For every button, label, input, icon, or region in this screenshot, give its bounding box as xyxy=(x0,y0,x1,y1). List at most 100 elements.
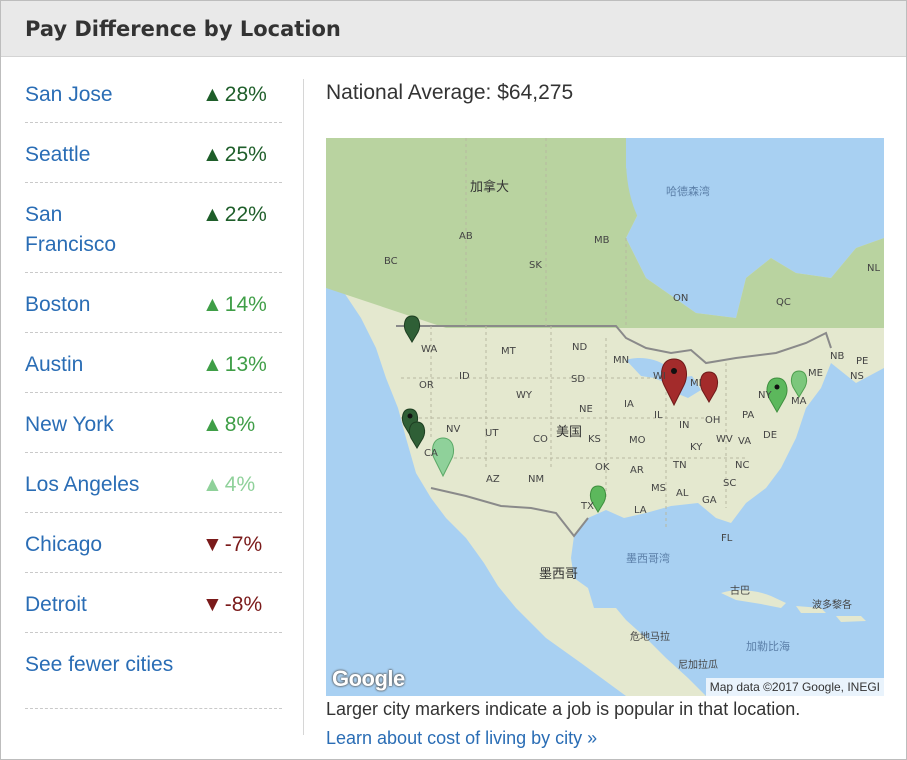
list-item: New York ▲8% xyxy=(25,393,282,453)
map-marker-detroit xyxy=(700,371,718,403)
map-attribution[interactable]: Map data ©2017 Google, INEGI xyxy=(705,678,884,696)
down-arrow-icon: ▼ xyxy=(202,593,223,616)
map-label-pa: PA xyxy=(742,410,755,421)
google-logo: Google xyxy=(332,666,405,691)
map-label-ar: AR xyxy=(630,465,644,476)
up-arrow-icon: ▲ xyxy=(202,353,223,376)
city-link-seattle[interactable]: Seattle xyxy=(25,143,91,166)
up-arrow-icon: ▲ xyxy=(202,203,223,226)
map-label-tx: TX xyxy=(581,501,594,512)
city-link-austin[interactable]: Austin xyxy=(25,353,84,376)
map-label-hudson-bay: 哈德森湾 xyxy=(666,185,710,198)
panel-title: Pay Difference by Location xyxy=(25,17,341,41)
city-link-san-francisco[interactable]: San Francisco xyxy=(25,203,117,256)
map-label-ns: NS xyxy=(850,371,864,382)
map-label-on: ON xyxy=(673,293,689,304)
cost-of-living-link[interactable]: Learn about cost of living by city » xyxy=(326,728,598,748)
pay-change-value: 28% xyxy=(224,83,267,106)
map-caption: Larger city markers indicate a job is po… xyxy=(326,699,801,719)
pay-change-value: 25% xyxy=(224,143,267,166)
list-item: San Jose ▲28% xyxy=(25,63,282,123)
map-label-wv: WV xyxy=(716,434,733,445)
map-label-canada: 加拿大 xyxy=(470,180,510,195)
map-label-ks: KS xyxy=(588,434,601,445)
map-marker-austin xyxy=(589,485,607,513)
city-list: San Jose ▲28% Seattle ▲25% San Francisco… xyxy=(25,63,282,709)
city-link-chicago[interactable]: Chicago xyxy=(25,533,103,556)
pay-change: ▼-8% xyxy=(202,590,262,620)
map-label-puerto-rico: 波多黎各 xyxy=(812,600,852,611)
gulf-of-mexico xyxy=(580,525,732,608)
cuba-island xyxy=(721,590,786,608)
map-label-co: CO xyxy=(533,434,548,445)
map-label-nl: NL xyxy=(867,263,881,274)
list-item: Austin ▲13% xyxy=(25,333,282,393)
national-average: National Average: $64,275 xyxy=(326,81,574,104)
map-label-de: DE xyxy=(763,430,778,441)
pay-change: ▲22% xyxy=(202,200,267,230)
map-label-wy: WY xyxy=(516,390,532,401)
city-link-detroit[interactable]: Detroit xyxy=(25,593,87,616)
map-label-sc: SC xyxy=(723,478,737,489)
map-label-nb: NB xyxy=(830,351,845,362)
map-label-sk: SK xyxy=(529,260,542,271)
pay-change-value: 13% xyxy=(224,353,267,376)
map-label-mi: MI xyxy=(690,378,702,389)
map-marker-san-jose xyxy=(408,421,426,449)
caribbean-islands xyxy=(796,606,866,622)
map-label-me: ME xyxy=(808,368,823,379)
list-item: Los Angeles ▲4% xyxy=(25,453,282,513)
map-label-oh: OH xyxy=(705,415,721,426)
map-label-ky: KY xyxy=(690,442,703,453)
map-label-va: VA xyxy=(738,436,752,447)
map-label-wi: WI xyxy=(653,371,666,382)
pay-change: ▲14% xyxy=(202,290,267,320)
map-label-mb: MB xyxy=(594,235,610,246)
panel-header: Pay Difference by Location xyxy=(1,1,906,57)
map-label-usa: 美国 xyxy=(556,425,583,440)
map-label-il: IL xyxy=(654,410,663,421)
map-label-az: AZ xyxy=(486,474,500,485)
list-item: Detroit ▼-8% xyxy=(25,573,282,633)
map-label-fl: FL xyxy=(721,533,733,544)
map-label-gulf: 墨西哥湾 xyxy=(626,552,670,565)
pay-change-value: 4% xyxy=(224,473,256,496)
map-label-ut: UT xyxy=(485,428,499,439)
us-mexico-border xyxy=(430,487,589,538)
state-borders xyxy=(401,138,746,528)
map-label-ms: MS xyxy=(651,483,666,494)
map-label-or: OR xyxy=(419,380,434,391)
pay-change-value: 8% xyxy=(224,413,256,436)
map-label-nicaragua: 尼加拉瓜 xyxy=(678,660,718,671)
map-label-ca: CA xyxy=(424,448,438,459)
city-link-san-jose[interactable]: San Jose xyxy=(25,83,113,106)
city-markers xyxy=(401,315,808,513)
see-fewer-cities-link[interactable]: See fewer cities xyxy=(25,653,174,676)
map-label-nv: NV xyxy=(446,424,461,435)
map-label-qc: QC xyxy=(776,297,791,308)
pay-change: ▲25% xyxy=(202,140,267,170)
up-arrow-icon: ▲ xyxy=(202,83,223,106)
pay-change-value: 22% xyxy=(224,203,267,226)
city-link-los-angeles[interactable]: Los Angeles xyxy=(25,473,140,496)
map-label-id: ID xyxy=(459,371,470,382)
map-label-cuba: 古巴 xyxy=(730,586,750,597)
map-label-in: IN xyxy=(679,420,690,431)
map-label-nc: NC xyxy=(735,460,750,471)
pay-change: ▲13% xyxy=(202,350,267,380)
pay-change-value: 14% xyxy=(224,293,267,316)
canada-forest xyxy=(326,138,884,328)
map-label-guatemala: 危地马拉 xyxy=(630,632,670,643)
map-label-pe: PE xyxy=(856,356,869,367)
map-marker-new-york xyxy=(766,377,788,414)
map-label-nm: NM xyxy=(528,474,545,485)
list-item: Seattle ▲25% xyxy=(25,123,282,183)
map[interactable]: 加拿大 哈德森湾 美国 墨西哥湾 墨西哥 古巴 波多黎各 危地马拉 尼加拉瓜 加… xyxy=(326,138,884,696)
map-label-ab: AB xyxy=(459,231,473,242)
map-label-ny: NY xyxy=(758,390,772,401)
map-label-mn: MN xyxy=(613,355,630,366)
city-link-boston[interactable]: Boston xyxy=(25,293,91,316)
city-link-new-york[interactable]: New York xyxy=(25,413,114,436)
pay-change: ▲4% xyxy=(202,470,255,500)
